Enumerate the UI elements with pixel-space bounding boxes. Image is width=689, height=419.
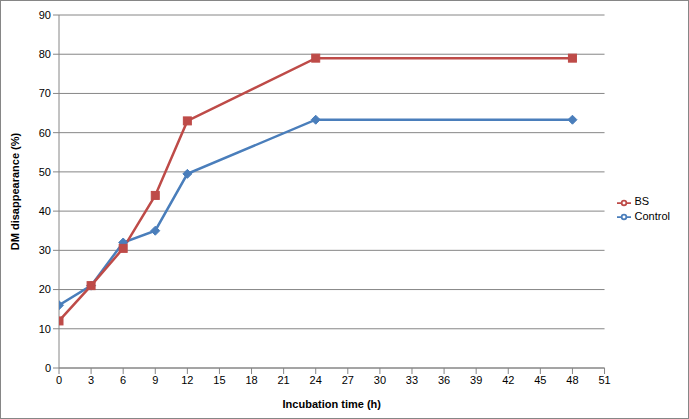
svg-text:9: 9 (152, 374, 158, 386)
svg-text:51: 51 (598, 374, 610, 386)
svg-text:36: 36 (438, 374, 450, 386)
svg-text:DM disappearance (%): DM disappearance (%) (9, 132, 21, 250)
svg-text:30: 30 (374, 374, 386, 386)
svg-text:39: 39 (470, 374, 482, 386)
svg-text:6: 6 (120, 374, 126, 386)
svg-text:0: 0 (56, 374, 62, 386)
svg-text:20: 20 (39, 283, 51, 295)
svg-text:40: 40 (39, 205, 51, 217)
svg-text:42: 42 (502, 374, 514, 386)
svg-text:60: 60 (39, 127, 51, 139)
svg-text:27: 27 (342, 374, 354, 386)
svg-text:33: 33 (406, 374, 418, 386)
svg-text:70: 70 (39, 87, 51, 99)
svg-text:48: 48 (566, 374, 578, 386)
svg-text:80: 80 (39, 48, 51, 60)
svg-text:12: 12 (181, 374, 193, 386)
svg-text:30: 30 (39, 244, 51, 256)
svg-text:50: 50 (39, 166, 51, 178)
svg-text:Incubation time (h): Incubation time (h) (283, 398, 382, 410)
svg-text:3: 3 (88, 374, 94, 386)
svg-text:24: 24 (310, 374, 322, 386)
svg-text:10: 10 (39, 323, 51, 335)
svg-text:21: 21 (278, 374, 290, 386)
html-text:BS: BS (634, 195, 650, 208)
svg-text:18: 18 (245, 374, 257, 386)
svg-text:15: 15 (213, 374, 225, 386)
svg-text:45: 45 (534, 374, 546, 386)
html-text:Control: Control (634, 209, 670, 222)
svg-text:90: 90 (39, 9, 51, 21)
svg-text:0: 0 (45, 362, 51, 374)
